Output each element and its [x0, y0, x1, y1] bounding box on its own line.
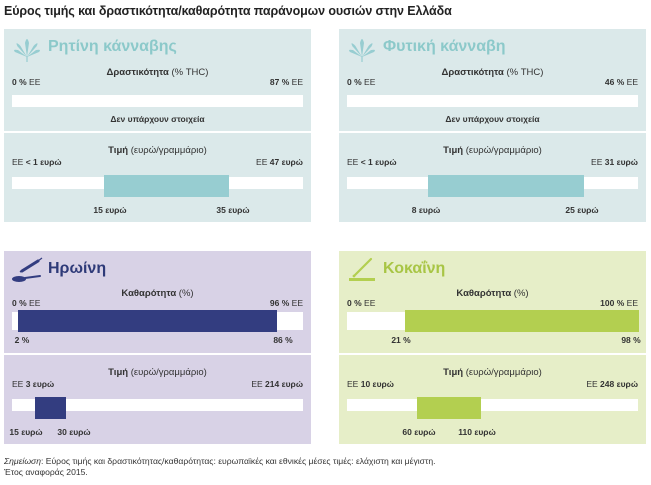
- potency-section: Ρητίνη κάνναβης Δραστικότητα (% THC) 0 %…: [4, 29, 311, 131]
- purity-label: Καθαρότητα (%): [456, 288, 529, 299]
- national-low-price: 15 ευρώ: [9, 427, 43, 437]
- price-section: Τιμή (ευρώ/γραμμάριο) ΕΕ 10 ευρώ ΕΕ 248 …: [339, 355, 646, 444]
- potency-label: Δραστικότητα (% THC): [441, 67, 544, 78]
- footnote-text: Σημείωση: Εύρος τιμής και δραστικότητας/…: [4, 456, 436, 466]
- eu-min-price: ΕΕ < 1 ευρώ: [12, 157, 62, 167]
- national-price-bar: [428, 175, 584, 197]
- footnote-year: Έτος αναφοράς 2015.: [4, 467, 88, 477]
- cannabis-leaf-icon: [14, 39, 40, 62]
- price-section: Τιμή (ευρώ/γραμμάριο) ΕΕ < 1 ευρώ ΕΕ 31 …: [339, 133, 646, 222]
- eu-min-label: 0 % ΕΕ: [347, 298, 376, 308]
- potency-section: Φυτική κάνναβη Δραστικότητα (% THC) 0 % …: [339, 29, 646, 131]
- eu-min-price: ΕΕ 3 ευρώ: [12, 379, 55, 389]
- price-label: Τιμή (ευρώ/γραμμάριο): [108, 367, 207, 378]
- purity-track: [12, 310, 303, 332]
- price-label: Τιμή (ευρώ/γραμμάριο): [443, 367, 542, 378]
- eu-max-label: 96 % ΕΕ: [269, 298, 303, 308]
- national-high-price: 25 ευρώ: [565, 205, 599, 215]
- eu-max-price: ΕΕ 31 ευρώ: [591, 157, 638, 167]
- panel-title: Ηρωίνη: [48, 260, 107, 277]
- national-price-bar: [35, 397, 66, 419]
- syringe-spoon-icon: [12, 257, 43, 282]
- eu-max-price: ΕΕ 248 ευρώ: [586, 379, 638, 389]
- price-track: [12, 397, 303, 419]
- national-low-purity: 2 %: [14, 335, 30, 345]
- cocaine-line-icon: [349, 257, 375, 281]
- eu-max-price: ΕΕ 214 ευρώ: [251, 379, 303, 389]
- chart-title: Εύρος τιμής και δραστικότητα/καθαρότητα …: [4, 4, 452, 18]
- purity-track: [347, 310, 639, 332]
- no-data-label: Δεν υπάρχουν στοιχεία: [445, 114, 540, 124]
- price-track: [12, 175, 303, 197]
- national-purity-bar: [405, 310, 639, 332]
- potency-label: Δραστικότητα (% THC): [106, 67, 209, 78]
- eu-max-price: ΕΕ 47 ευρώ: [256, 157, 303, 167]
- eu-min-label: 0 % ΕΕ: [12, 298, 41, 308]
- footnote: Σημείωση: Εύρος τιμής και δραστικότητας/…: [4, 456, 436, 478]
- national-high-price: 30 ευρώ: [57, 427, 91, 437]
- purity-section: Κοκαΐνη Καθαρότητα (%) 0 % ΕΕ 100 % ΕΕ 2…: [339, 251, 646, 353]
- national-price-bar: [417, 397, 481, 419]
- national-high-price: 110 ευρώ: [458, 427, 496, 437]
- potency-track: [12, 95, 303, 107]
- national-low-price: 60 ευρώ: [402, 427, 436, 437]
- purity-label: Καθαρότητα (%): [121, 288, 194, 299]
- eu-min-price: ΕΕ < 1 ευρώ: [347, 157, 397, 167]
- price-section: Τιμή (ευρώ/γραμμάριο) ΕΕ 3 ευρώ ΕΕ 214 ε…: [4, 355, 311, 444]
- price-track: [347, 397, 638, 419]
- national-high-purity: 86 %: [273, 335, 293, 345]
- eu-max-label: 87 % ΕΕ: [269, 77, 303, 87]
- panel-title: Ρητίνη κάνναβης: [48, 38, 177, 55]
- panel-title: Φυτική κάνναβη: [383, 38, 506, 55]
- eu-max-label: 100 % ΕΕ: [600, 298, 638, 308]
- price-section: Τιμή (ευρώ/γραμμάριο) ΕΕ < 1 ευρώ ΕΕ 47 …: [4, 133, 311, 222]
- national-price-bar: [104, 175, 229, 197]
- eu-min-label: 0 % ΕΕ: [12, 77, 41, 87]
- eu-min-price: ΕΕ 10 ευρώ: [347, 379, 394, 389]
- panel-title: Κοκαΐνη: [383, 260, 446, 277]
- national-high-price: 35 ευρώ: [216, 205, 250, 215]
- cannabis-leaf-icon: [349, 39, 375, 62]
- national-low-price: 15 ευρώ: [93, 205, 127, 215]
- potency-track: [347, 95, 638, 107]
- national-purity-bar: [18, 310, 277, 332]
- national-low-price: 8 ευρώ: [411, 205, 441, 215]
- price-label: Τιμή (ευρώ/γραμμάριο): [108, 145, 207, 156]
- eu-min-label: 0 % ΕΕ: [347, 77, 376, 87]
- price-label: Τιμή (ευρώ/γραμμάριο): [443, 145, 542, 156]
- no-data-label: Δεν υπάρχουν στοιχεία: [110, 114, 205, 124]
- purity-section: Ηρωίνη Καθαρότητα (%) 0 % ΕΕ 96 % ΕΕ 2 %…: [4, 251, 311, 353]
- eu-max-label: 46 % ΕΕ: [604, 77, 638, 87]
- national-low-purity: 21 %: [391, 335, 411, 345]
- national-high-purity: 98 %: [621, 335, 641, 345]
- price-track: [347, 175, 638, 197]
